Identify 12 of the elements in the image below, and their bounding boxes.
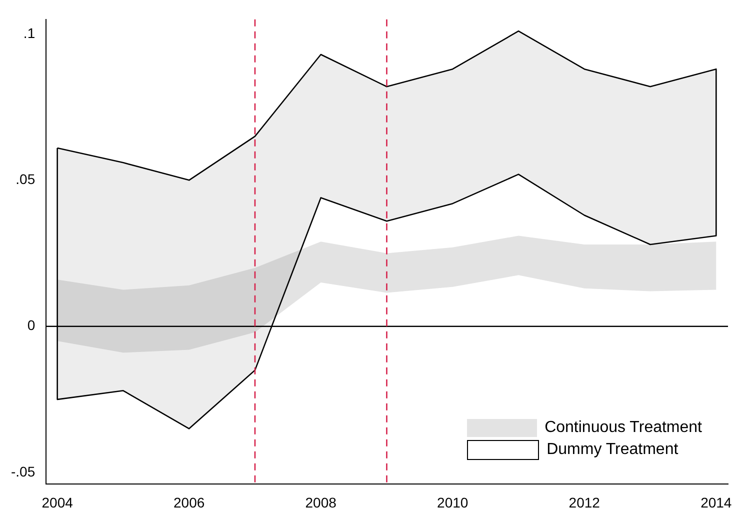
y-tick-label: 0 [27, 317, 36, 334]
x-tick-label: 2004 [42, 494, 74, 510]
legend-label: Dummy Treatment [546, 441, 678, 459]
x-tick-label: 2012 [568, 494, 600, 510]
x-tick-label: 2014 [700, 494, 732, 510]
y-tick-label: .1 [23, 24, 36, 41]
x-tick-label: 2010 [437, 494, 468, 510]
y-tick-label: -.05 [11, 463, 36, 480]
x-tick-label: 2008 [305, 494, 337, 510]
x-tick-label: 2006 [174, 494, 205, 510]
legend-label: Continuous Treatment [544, 419, 702, 437]
y-tick-label: .05 [16, 171, 36, 188]
